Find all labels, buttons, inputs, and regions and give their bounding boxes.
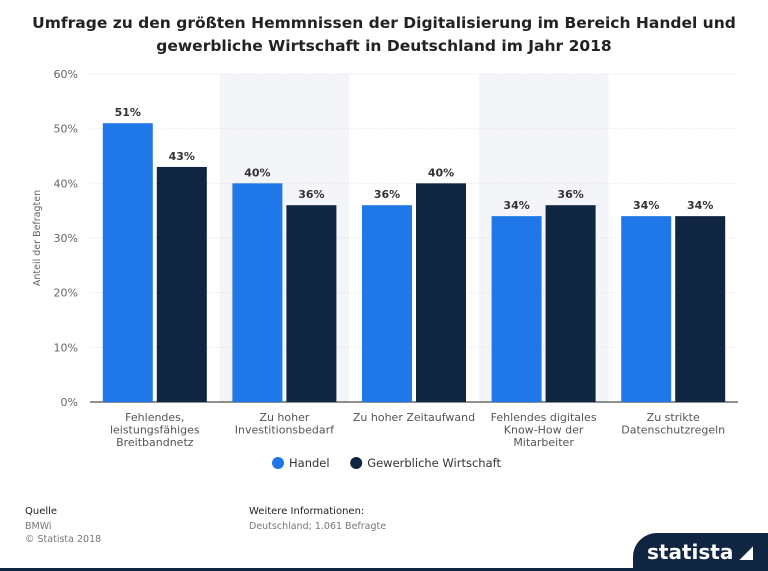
- brand-text: statista: [647, 540, 734, 564]
- x-tick-label: Fehlendes,: [125, 411, 184, 424]
- y-tick-label: 40%: [54, 177, 78, 190]
- x-tick-label: Zu hoher: [259, 411, 309, 424]
- legend-label: Gewerbliche Wirtschaft: [367, 456, 501, 470]
- data-label: 40%: [244, 166, 270, 179]
- data-label: 51%: [115, 106, 141, 119]
- source-label: Quelle: [25, 506, 58, 517]
- x-tick-label: Know-How der: [504, 424, 584, 437]
- data-label: 40%: [428, 166, 454, 179]
- bar-gewerbliche-wirtschaft: [156, 166, 207, 402]
- bar-handel: [362, 205, 412, 402]
- info-text[interactable]: Deutschland; 1.061 Befragte: [249, 521, 387, 532]
- y-tick-label: 10%: [54, 341, 78, 354]
- bar-gewerbliche-wirtschaft: [675, 216, 726, 402]
- bar-handel: [621, 216, 672, 402]
- bar-gewerbliche-wirtschaft: [286, 205, 337, 402]
- bar-handel: [491, 216, 542, 402]
- y-tick-label: 0%: [61, 396, 78, 409]
- bar-handel: [102, 123, 153, 402]
- info-label: Weitere Informationen:: [249, 506, 365, 517]
- x-tick-label: Datenschutzregeln: [621, 424, 725, 437]
- x-tick-label: Investitionsbedarf: [235, 424, 335, 437]
- data-label: 36%: [298, 188, 324, 201]
- bar-chart: 0% 10% 20% 30% 40% 50% 60% Anteil der Befragten…: [32, 68, 738, 470]
- source-line-1: BMWi: [25, 521, 52, 532]
- y-tick-label: 50%: [54, 123, 78, 136]
- legend-marker: [350, 457, 363, 469]
- data-label: 36%: [557, 188, 583, 201]
- legend-marker: [272, 457, 284, 469]
- x-tick-label: leistungsfähiges: [110, 424, 200, 437]
- bar-handel: [232, 183, 283, 402]
- data-label: 43%: [169, 150, 195, 163]
- legend-label: Handel: [289, 456, 330, 470]
- bottom-rule: [0, 568, 768, 571]
- y-tick-label: 30%: [54, 232, 78, 245]
- y-tick-label: 60%: [54, 68, 78, 81]
- y-axis-label: Anteil der Befragten: [32, 190, 43, 286]
- x-tick-label: Mitarbeiter: [513, 436, 574, 449]
- data-label: 34%: [503, 199, 529, 212]
- x-tick-label: Zu strikte: [647, 411, 700, 424]
- y-tick-label: 20%: [54, 287, 78, 300]
- bar-gewerbliche-wirtschaft: [545, 205, 596, 402]
- x-tick-label: Zu hoher Zeitaufwand: [353, 411, 475, 424]
- data-label: 34%: [687, 199, 713, 212]
- x-tick-label: Breitbandnetz: [116, 436, 194, 449]
- statista-logo[interactable]: statista: [633, 533, 768, 571]
- bar-gewerbliche-wirtschaft: [416, 183, 466, 402]
- x-tick-label: Fehlendes digitales: [491, 411, 597, 424]
- data-label: 36%: [374, 188, 400, 201]
- statista-mark-icon: [739, 546, 754, 560]
- chart-title: Umfrage zu den größten Hemmnissen der Di…: [32, 14, 736, 55]
- source-line-2: © Statista 2018: [25, 534, 102, 545]
- data-label: 34%: [633, 199, 659, 212]
